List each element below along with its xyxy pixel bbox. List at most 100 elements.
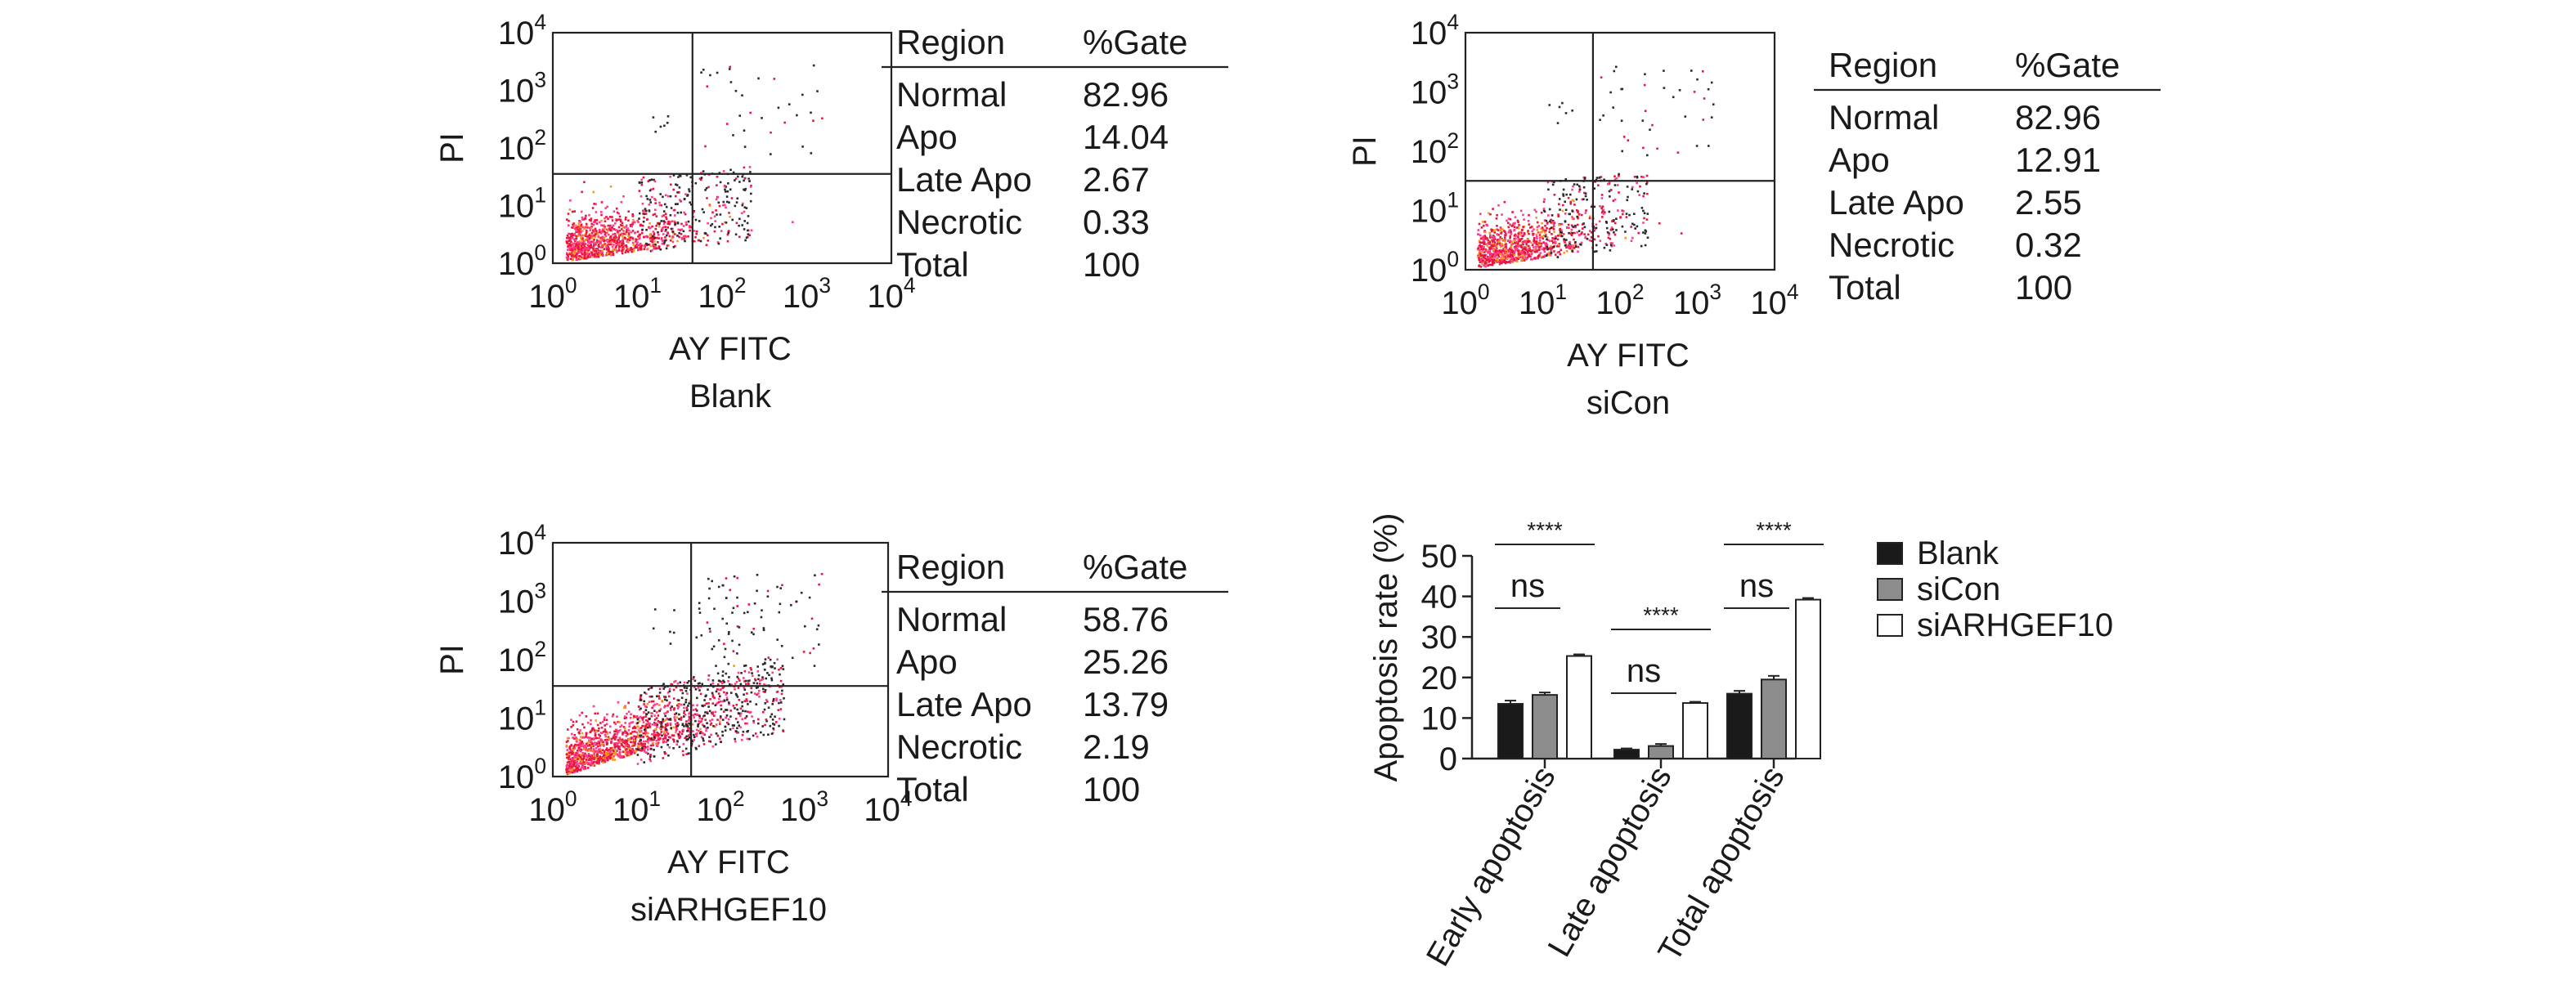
event-dot	[590, 749, 592, 752]
event-dot	[1577, 245, 1580, 248]
event-dot	[747, 179, 751, 181]
event-dot	[613, 244, 615, 246]
event-dot	[641, 743, 644, 746]
significance-label: ****	[1527, 517, 1563, 543]
event-dot	[1568, 242, 1571, 245]
event-dot	[577, 255, 579, 257]
event-dot	[813, 665, 816, 667]
event-dot	[576, 253, 578, 256]
event-dot	[672, 708, 675, 710]
event-dot	[568, 770, 570, 773]
event-dot	[616, 750, 618, 752]
event-dot	[664, 726, 666, 729]
event-dot	[695, 230, 698, 233]
event-dot	[1532, 249, 1535, 252]
event-dot	[579, 745, 581, 748]
event-dot	[652, 116, 655, 119]
event-dot	[605, 749, 608, 751]
event-dot	[1510, 225, 1513, 227]
event-dot	[1544, 242, 1547, 244]
event-dot	[1690, 69, 1693, 72]
event-dot	[756, 693, 758, 696]
event-dot	[1588, 239, 1591, 242]
event-dot	[628, 754, 631, 757]
event-dot	[626, 241, 630, 244]
event-dot	[640, 694, 643, 696]
event-dot	[1577, 250, 1579, 253]
y-axis-label: PI	[434, 132, 470, 163]
event-dot	[1613, 222, 1617, 225]
event-dot	[617, 213, 620, 215]
event-dot	[810, 617, 814, 620]
event-dot	[1496, 228, 1498, 231]
event-dot	[706, 710, 709, 714]
event-dot	[606, 738, 608, 741]
event-dot	[741, 738, 743, 741]
event-dot	[606, 732, 608, 735]
event-dot	[638, 749, 641, 751]
event-dot	[709, 630, 711, 633]
event-dot	[728, 212, 730, 214]
event-dot	[604, 243, 607, 245]
event-dot	[743, 677, 745, 679]
event-dot	[752, 734, 755, 737]
event-dot	[1484, 236, 1488, 240]
event-dot	[625, 735, 628, 737]
event-dot	[1615, 217, 1618, 220]
event-dot	[635, 731, 638, 734]
event-dot	[587, 759, 590, 761]
x-tick-label: 102	[696, 786, 744, 828]
event-dot	[649, 759, 652, 763]
event-dot	[572, 737, 576, 740]
significance-label: ns	[1627, 653, 1661, 689]
event-dot	[579, 257, 581, 260]
event-dot	[652, 700, 655, 703]
event-dot	[1535, 233, 1538, 236]
event-dot	[707, 726, 709, 729]
event-dot	[655, 734, 657, 737]
event-dot	[615, 219, 618, 222]
event-dot	[607, 759, 609, 762]
event-dot	[1646, 213, 1649, 215]
bar-siarhgef10	[1682, 702, 1708, 759]
event-dot	[633, 714, 635, 718]
event-dot	[1539, 231, 1542, 234]
event-dot	[1642, 209, 1645, 213]
event-dot	[710, 683, 712, 686]
event-dot	[1546, 253, 1549, 256]
event-dot	[567, 255, 569, 257]
event-dot	[1599, 240, 1602, 242]
event-dot	[653, 240, 656, 243]
event-dot	[765, 719, 768, 721]
event-dot	[719, 181, 722, 184]
event-dot	[622, 246, 624, 248]
event-dot	[671, 240, 675, 244]
event-dot	[707, 234, 709, 237]
event-dot	[716, 735, 720, 737]
event-dot	[662, 243, 666, 245]
event-dot	[612, 737, 614, 739]
event-dot	[1542, 248, 1546, 252]
event-dot	[648, 189, 652, 192]
event-dot	[688, 722, 690, 725]
event-dot	[644, 750, 646, 753]
event-dot	[1498, 242, 1501, 244]
event-dot	[1492, 252, 1496, 254]
event-dot	[1479, 213, 1482, 215]
event-dot	[697, 687, 700, 689]
event-dot	[1544, 231, 1546, 234]
event-dot	[657, 737, 660, 740]
y-tick-label: 40	[1421, 580, 1458, 616]
event-dot	[725, 696, 729, 699]
event-dot	[757, 722, 760, 725]
event-dot	[747, 215, 750, 217]
event-dot	[669, 214, 672, 217]
event-dot	[645, 228, 648, 231]
event-dot	[632, 750, 635, 754]
event-dot	[1562, 193, 1564, 195]
event-dot	[1536, 248, 1538, 252]
event-dot	[1492, 244, 1495, 248]
event-dot	[643, 740, 645, 743]
event-dot	[1499, 235, 1501, 239]
table-header-gate: %Gate	[2015, 46, 2120, 84]
